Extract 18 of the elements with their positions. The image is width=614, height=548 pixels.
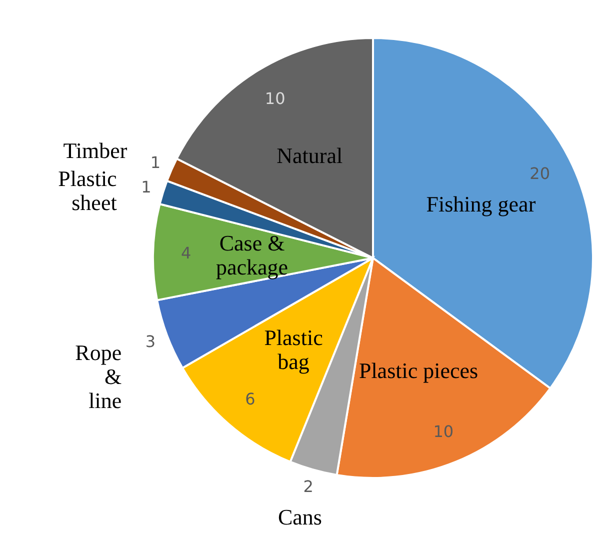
slice-label: Fishing gear	[426, 190, 536, 216]
slice-label: Case & package	[216, 230, 288, 280]
data-label: 6	[245, 390, 256, 409]
data-label: 10	[433, 422, 454, 441]
slice-label: Plastic bag	[264, 324, 324, 374]
slice-label: Cans	[278, 504, 322, 529]
data-label: 20	[530, 164, 550, 184]
data-label: 3	[145, 332, 156, 351]
slice-label: Rope & line	[75, 340, 122, 413]
slice-label: Timber	[63, 138, 128, 163]
data-label: 4	[180, 243, 192, 262]
data-label: 10	[264, 89, 286, 108]
data-label: 1	[141, 178, 152, 197]
data-label: 2	[303, 477, 314, 496]
data-label: 1	[150, 153, 161, 172]
slice-label: Natural	[276, 142, 343, 168]
slice-label: Plastic pieces	[358, 358, 478, 383]
slice-label: Plastic sheet	[58, 165, 118, 214]
